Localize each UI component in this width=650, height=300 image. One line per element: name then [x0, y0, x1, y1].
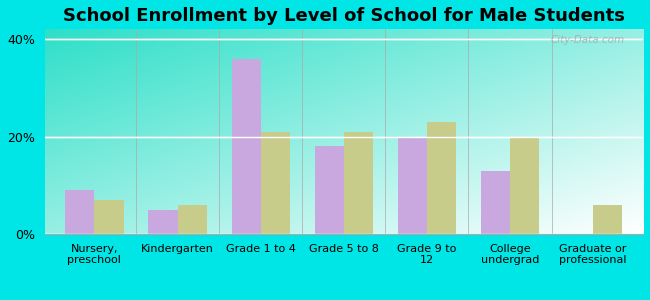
- Bar: [148, 210, 177, 234]
- Title: School Enrollment by Level of School for Male Students: School Enrollment by Level of School for…: [63, 7, 625, 25]
- Bar: [177, 205, 207, 234]
- Bar: [94, 200, 124, 234]
- Bar: [231, 58, 261, 234]
- Bar: [481, 171, 510, 234]
- Bar: [427, 122, 456, 234]
- Bar: [344, 132, 373, 234]
- Bar: [510, 136, 539, 234]
- Bar: [593, 205, 622, 234]
- Text: City-Data.com: City-Data.com: [551, 35, 625, 45]
- Bar: [65, 190, 94, 234]
- Bar: [261, 132, 290, 234]
- Bar: [315, 146, 344, 234]
- Bar: [398, 136, 427, 234]
